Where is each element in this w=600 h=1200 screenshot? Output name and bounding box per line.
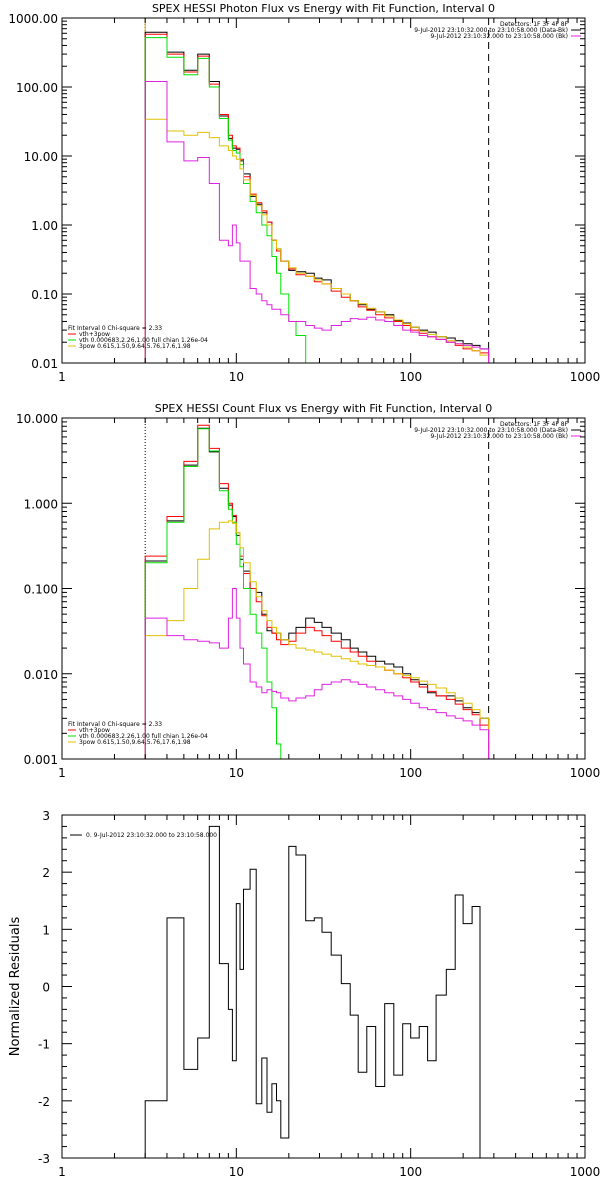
y-tick-label: 0: [42, 981, 50, 995]
legend-top-entry: 9-Jul-2012 23:10:32.000 to 23:10:58.000 …: [414, 27, 568, 34]
y-tick-label: 3: [42, 809, 50, 823]
panel-3: Normalized Residuals 1 10 100 1000 -3 -2 -1 0 1 2 3…: [8, 809, 600, 1179]
plot-area: [144, 418, 490, 759]
y-tick-label: 1.00: [31, 219, 58, 233]
x-tick-label: 100: [399, 766, 422, 780]
y-tick-label: 0.01: [31, 357, 58, 371]
legend-bottom-entry: 3pow 0.615,1.50,9.64,5.76,17.6,1.98: [79, 343, 191, 350]
y-tick-label: -2: [38, 1095, 50, 1109]
legend-bottom-entry: vth 0.000683,2.26,1.00 full chian 1.26e-…: [79, 733, 208, 740]
x-tick-label: 1: [58, 766, 66, 780]
y-tick-label: 0.001: [24, 753, 58, 767]
plot-area: [144, 18, 490, 363]
panel-1: SPEX HESSI Photon Flux vs Energy with Fi…: [8, 2, 600, 384]
y-tick-label: 1.000: [24, 497, 58, 511]
x-tick-label: 1000: [570, 1165, 600, 1179]
series-line-3: [144, 428, 290, 759]
fit-summary-label: Fit Interval 0 Chi-square = 2.33: [68, 721, 162, 728]
legend-top-entry: Detectors: 1F 3F 4F 8F: [500, 421, 569, 428]
plot-frame: [61, 417, 586, 760]
series-line-1: [144, 31, 490, 363]
x-tick-label: 10: [229, 370, 244, 384]
y-tick-label: 10.000: [16, 412, 58, 426]
legend-bottom-entry: 3pow 0.615,1.50,9.64,5.76,17.6,1.98: [79, 739, 191, 746]
x-tick-label: 1000: [570, 766, 600, 780]
y-tick-label: 1: [42, 923, 50, 937]
fit-summary-label: Fit Interval 0 Chi-square = 2.33: [68, 325, 162, 332]
panel-2: SPEX HESSI Count Flux vs Energy with Fit…: [16, 402, 600, 780]
y-tick-label: 0.010: [24, 668, 58, 682]
y-tick-label: 1000.00: [8, 12, 58, 26]
chart-title: SPEX HESSI Count Flux vs Energy with Fit…: [155, 402, 492, 415]
y-tick-label: 2: [42, 866, 50, 880]
series-line-2: [144, 424, 490, 759]
x-tick-label: 1: [58, 370, 66, 384]
legend-top-entry: 9-Jul-2012 23:10:32.000 to 23:10:58.000 …: [414, 427, 568, 434]
x-tick-label: 100: [399, 370, 422, 384]
y-tick-label: 10.00: [24, 150, 58, 164]
series-line-5: [144, 588, 490, 759]
series-line-4: [144, 118, 490, 363]
y-axis-label: Normalized Residuals: [8, 917, 23, 1057]
legend-bottom-entry: vth 0.000683,2.26,1.00 full chian 1.26e-…: [79, 337, 208, 344]
plot-frame: [61, 17, 586, 364]
y-tick-label: -3: [38, 1152, 50, 1166]
legend-top-entry: 9-Jul-2012 23:10:32.000 to 23:10:58.000 …: [430, 33, 568, 40]
series-line-2: [144, 33, 490, 363]
legend-top-entry: 9-Jul-2012 23:10:32.000 to 23:10:58.000 …: [430, 433, 568, 440]
y-tick-label: 100.00: [16, 81, 58, 95]
x-tick-label: 10: [229, 1165, 244, 1179]
legend-bottom-entry: vth+3pow: [79, 727, 110, 734]
legend-bottom-entry: vth+3pow: [79, 331, 110, 338]
x-tick-label: 1000: [570, 370, 600, 384]
chart-title: SPEX HESSI Photon Flux vs Energy with Fi…: [152, 2, 495, 15]
series-line-3: [144, 37, 315, 363]
plot-frame: [61, 814, 586, 1159]
series-line-1: [144, 825, 490, 1158]
y-tick-label: 0.100: [24, 583, 58, 597]
legend-entry: 0. 9-Jul-2012 23:10:32.000 to 23:10:58.0…: [86, 832, 217, 839]
series-line-5: [144, 81, 490, 363]
plot-area: [144, 825, 490, 1158]
x-tick-label: 10: [229, 766, 244, 780]
x-tick-label: 100: [399, 1165, 422, 1179]
series-line-4: [144, 520, 490, 759]
y-tick-label: -1: [38, 1038, 50, 1052]
legend-top-entry: Detectors: 1F 3F 4F 8F: [500, 21, 569, 28]
series-line-1: [144, 427, 490, 759]
x-tick-label: 1: [58, 1165, 66, 1179]
y-tick-label: 0.10: [31, 288, 58, 302]
